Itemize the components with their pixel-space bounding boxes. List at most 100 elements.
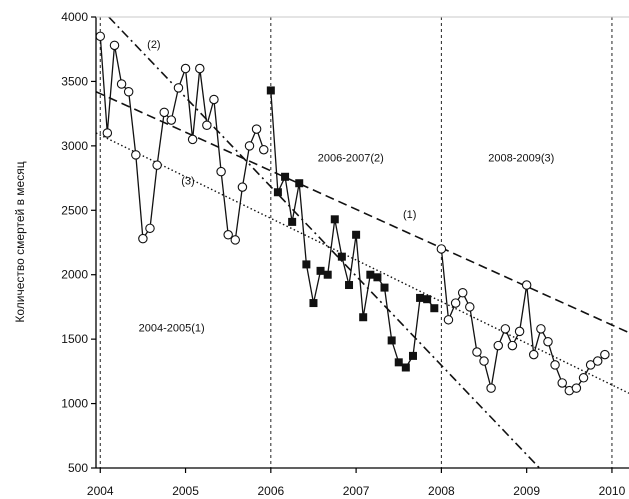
y-tick-label: 1000 [61, 397, 88, 411]
x-tick-label: 2006 [257, 484, 284, 498]
trend-line [95, 132, 629, 394]
trend-lines [95, 16, 629, 469]
y-tick-label: 1500 [61, 332, 88, 346]
period-label: 2006-2007(2) [318, 152, 384, 164]
data-point [507, 340, 518, 351]
data-point [443, 315, 454, 325]
data-point [216, 166, 226, 177]
series-line [270, 90, 435, 369]
data-point [536, 324, 546, 334]
data-point [493, 340, 504, 351]
y-tick-label: 2500 [61, 203, 88, 217]
y-tick-label: 2000 [61, 268, 88, 282]
data-point [273, 188, 282, 197]
data-point [244, 141, 255, 151]
series-line [440, 248, 606, 392]
data-point [450, 298, 461, 308]
x-tick-label: 2004 [87, 484, 114, 498]
data-point [401, 363, 410, 372]
data-point [486, 383, 496, 393]
y-axis-label: Количество смертей в месяц [13, 161, 27, 322]
trend-line-label: (3) [181, 176, 194, 188]
data-point [380, 283, 389, 292]
data-point [195, 63, 205, 74]
trend-line-label: (1) [403, 209, 416, 221]
y-tick-label: 500 [68, 461, 88, 475]
data-series [95, 31, 610, 396]
data-point [323, 270, 332, 279]
data-point [295, 179, 304, 188]
data-point [500, 324, 511, 334]
data-point [550, 360, 560, 370]
data-point [131, 150, 141, 160]
data-point [543, 336, 553, 347]
data-point [359, 313, 368, 322]
data-point [416, 293, 425, 302]
data-point [394, 358, 403, 367]
data-point [180, 63, 191, 74]
data-point [123, 86, 134, 97]
data-point [578, 373, 589, 383]
data-point [337, 252, 346, 261]
ticks: 500 1000 1500 2000 2500 3000 3500 4000 2004 2005 2… [61, 10, 625, 498]
data-point [330, 215, 339, 224]
data-point [514, 326, 525, 337]
data-point [316, 266, 325, 275]
data-point [479, 356, 489, 366]
data-point [436, 244, 447, 254]
data-point [366, 270, 375, 279]
data-point [288, 217, 297, 226]
annotations: 2004-2005(1) 2006-2007(2) 2008-2009(3) (2) (… [139, 39, 555, 334]
data-point [109, 40, 120, 51]
x-tick-label: 2008 [428, 484, 455, 498]
period-label: 2008-2009(3) [488, 152, 554, 164]
data-point [138, 233, 148, 244]
data-point [302, 260, 311, 269]
trend-line-label: (2) [147, 39, 160, 51]
data-point [230, 235, 241, 245]
data-point [557, 378, 567, 388]
data-point [408, 351, 417, 360]
data-point [187, 134, 198, 145]
data-point [209, 94, 219, 105]
data-point [430, 304, 439, 313]
data-point [472, 347, 482, 357]
data-point [345, 281, 354, 290]
data-point [592, 356, 603, 366]
data-point [237, 182, 248, 192]
data-point [266, 86, 275, 95]
axes [95, 16, 629, 469]
data-point [223, 230, 233, 240]
data-point [521, 280, 532, 290]
data-point [95, 31, 106, 42]
data-point [373, 273, 382, 282]
data-point [352, 230, 361, 239]
data-point [600, 349, 610, 360]
data-point [173, 83, 184, 93]
y-tick-label: 4000 [61, 10, 88, 24]
x-tick-label: 2010 [599, 484, 626, 498]
data-point [457, 288, 468, 298]
data-point [528, 349, 539, 360]
data-point [166, 115, 177, 125]
data-point [309, 299, 318, 308]
data-point [202, 120, 212, 130]
y-tick-label: 3000 [61, 139, 88, 153]
trend-line [108, 16, 541, 469]
data-point [145, 223, 155, 234]
data-point [585, 360, 596, 370]
data-point [159, 107, 169, 118]
data-point [387, 336, 396, 345]
data-point [251, 124, 262, 134]
data-point [258, 144, 269, 155]
data-point [116, 79, 127, 89]
trend-line [95, 91, 629, 334]
data-point [465, 302, 475, 312]
data-point [423, 295, 432, 304]
data-point [281, 172, 290, 181]
x-tick-label: 2009 [513, 484, 540, 498]
data-point [102, 128, 113, 138]
data-point [571, 383, 582, 393]
y-tick-label: 3500 [61, 74, 88, 88]
